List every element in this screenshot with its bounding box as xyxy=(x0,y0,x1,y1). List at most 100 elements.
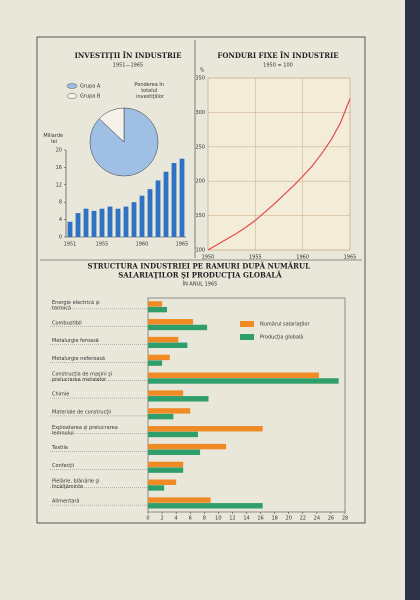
x-tick-label: 1955 xyxy=(249,255,262,261)
pie-slice xyxy=(98,107,125,143)
y-tick-label: Energie electrică şi termică xyxy=(52,300,101,312)
bar xyxy=(155,180,161,237)
y-tick-label: Textile xyxy=(51,445,68,451)
y-tick-label: 20 xyxy=(56,148,62,154)
bar xyxy=(148,461,184,468)
x-tick-label: 1950 xyxy=(202,255,215,261)
y-tick-label: 300 xyxy=(195,110,205,116)
x-tick-label: 1951 xyxy=(64,242,77,248)
bar xyxy=(163,171,169,237)
y-tick-label: 0 xyxy=(59,235,62,241)
bar xyxy=(148,354,170,361)
bar xyxy=(148,372,319,378)
y-tick-label: Materiale de construcţii xyxy=(52,409,111,415)
legend-label: Producţia globală xyxy=(260,335,303,341)
x-tick-label: 16 xyxy=(257,516,263,522)
bar xyxy=(83,208,89,237)
y-tick-label: 200 xyxy=(195,179,205,185)
bar xyxy=(171,163,177,237)
x-tick-label: 1960 xyxy=(296,255,309,261)
x-tick-label: 22 xyxy=(300,516,306,522)
legend-label: Grupa B xyxy=(80,94,101,100)
bar xyxy=(148,306,167,313)
chart-subtitle: 1950 = 100 xyxy=(263,63,293,69)
bar xyxy=(148,342,188,349)
bar xyxy=(148,485,165,491)
y-tick-label: Combustibil xyxy=(52,320,82,326)
bar xyxy=(148,396,209,402)
bar xyxy=(75,213,81,237)
bar xyxy=(148,360,163,366)
x-tick-label: 12 xyxy=(229,516,235,522)
x-tick-label: 28 xyxy=(342,516,348,522)
legend-label: Numărul salariaţilor xyxy=(260,322,310,328)
bar xyxy=(147,189,153,237)
y-tick-label: 16 xyxy=(56,165,62,171)
y-tick-label: Exploatarea şi prelucrarea lemnului xyxy=(52,425,119,437)
bar xyxy=(115,208,121,237)
bar xyxy=(148,497,211,503)
bar xyxy=(107,206,113,237)
pie-title: Ponderea în totalul investiţiilor xyxy=(134,81,165,100)
x-tick-label: 8 xyxy=(203,516,206,522)
y-tick-label: Chimie xyxy=(52,392,69,398)
y-tick-label: Metalurgie feroasă xyxy=(52,338,99,344)
bar xyxy=(148,449,201,456)
line xyxy=(207,98,351,251)
legend-label: Grupa A xyxy=(80,84,101,90)
x-tick-label: 1955 xyxy=(96,242,109,248)
bar xyxy=(67,221,73,237)
y-tick-label: 4 xyxy=(59,217,62,223)
bar xyxy=(131,202,137,237)
x-tick-label: 1960 xyxy=(136,242,149,248)
y-tick-label: Construcţia de maşini şi prelucrarea met… xyxy=(52,371,114,383)
y-tick-label: Confecţii xyxy=(52,463,74,469)
bar xyxy=(148,479,177,485)
plot-area xyxy=(207,77,351,251)
bar xyxy=(179,158,185,237)
y-tick-label: Alimentară xyxy=(52,499,79,505)
x-tick-label: 4 xyxy=(175,516,178,522)
bar xyxy=(148,467,184,473)
y-axis-label: Miliarde lei xyxy=(43,133,64,145)
bar xyxy=(148,431,198,438)
x-tick-label: 10 xyxy=(215,516,221,522)
bar xyxy=(99,208,105,237)
bar xyxy=(139,195,145,237)
y-tick-label: Metalurgie neferoasă xyxy=(52,356,105,362)
legend-swatch xyxy=(66,93,78,99)
x-tick-label: 20 xyxy=(286,516,292,522)
bar xyxy=(123,206,129,237)
legend-swatch xyxy=(240,334,254,340)
bar xyxy=(148,319,194,325)
x-tick-label: 6 xyxy=(189,516,192,522)
x-tick-label: 0 xyxy=(146,516,149,522)
legend-swatch xyxy=(66,83,78,89)
bar xyxy=(148,443,227,450)
bar xyxy=(148,413,174,420)
y-tick-label: 8 xyxy=(59,200,62,206)
bar xyxy=(148,503,263,509)
x-tick-label: 2 xyxy=(160,516,163,522)
y-tick-label: 350 xyxy=(195,76,205,82)
y-tick-label: Pielărie, blănărie şi încălţăminte xyxy=(51,478,101,490)
y-axis-label: % xyxy=(200,68,205,74)
x-tick-label: 14 xyxy=(243,516,249,522)
x-tick-label: 26 xyxy=(328,516,334,522)
chart-title: FONDURI FIXE ÎN INDUSTRIE xyxy=(217,51,338,60)
y-tick-label: 150 xyxy=(195,213,205,219)
chart-subtitle: ÎN ANUL 1965 xyxy=(183,281,218,288)
bar xyxy=(148,426,263,432)
chart-subtitle: 1951—1965 xyxy=(113,63,143,69)
bar xyxy=(91,210,97,237)
bar xyxy=(148,390,184,396)
bar xyxy=(148,301,163,307)
x-tick-label: 24 xyxy=(314,516,320,522)
frame xyxy=(36,36,366,524)
chart-title: INVESTIŢII ÎN INDUSTRIE xyxy=(75,51,182,60)
chart-title: STRUCTURA INDUSTRIEI PE RAMURI DUPĂ NUMĂ… xyxy=(88,262,313,280)
legend-swatch xyxy=(240,321,254,327)
bar xyxy=(148,336,179,343)
